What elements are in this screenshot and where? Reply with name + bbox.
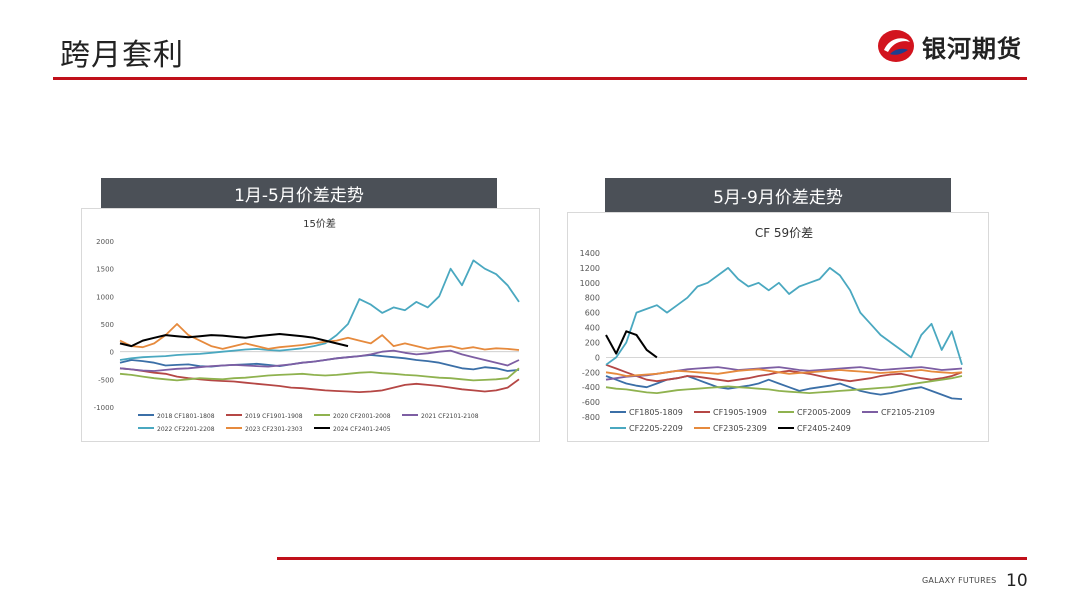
legend-label: CF1905-1909 xyxy=(713,408,767,417)
legend-label: 2022 CF2201-2208 xyxy=(157,426,215,433)
y-tick-label: 0 xyxy=(595,353,600,362)
page-number: 10 xyxy=(1006,571,1028,591)
legend-label: CF2005-2009 xyxy=(797,408,851,417)
series-line xyxy=(605,363,963,383)
series-line xyxy=(119,323,520,351)
y-tick-label: 1400 xyxy=(580,249,600,258)
series-line xyxy=(119,333,349,348)
y-tick-label: 1000 xyxy=(580,279,600,288)
chart-title: 15价差 xyxy=(303,217,336,230)
y-tick-label: 200 xyxy=(585,338,600,347)
chart-jan-may-svg: 15价差 2000 1500 1000 500 0 -500 -1000 2018 CF1801… xyxy=(94,217,520,433)
y-tick-label: -1000 xyxy=(94,404,114,412)
y-tick-label: 1000 xyxy=(96,293,114,301)
legend-label: CF2405-2409 xyxy=(797,424,851,433)
galaxy-logo-icon xyxy=(878,30,914,62)
header-divider xyxy=(53,77,1027,80)
series-line xyxy=(605,368,963,377)
y-tick-label: -800 xyxy=(582,413,600,422)
series-line xyxy=(119,367,520,393)
chart-jan-may: 15价差 2000 1500 1000 500 0 -500 -1000 2018 CF1801… xyxy=(81,208,540,442)
panel-header-may-sep: 5月-9月价差走势 xyxy=(605,178,951,212)
series-line xyxy=(605,375,963,394)
series-line xyxy=(119,367,520,382)
y-tick-label: -600 xyxy=(582,398,600,407)
company-logo: 银河期货 xyxy=(876,28,1022,64)
y-tick-label: -200 xyxy=(582,368,600,377)
y-tick-label: -500 xyxy=(98,376,114,384)
footer-divider xyxy=(277,557,1027,560)
chart-may-sep: CF 59价差 1400 1200 1000 800 600 400 200 0 -200 -400… xyxy=(567,212,989,442)
y-tick-label: 1200 xyxy=(580,264,600,273)
page-title: 跨月套利 xyxy=(60,38,184,73)
legend-label: 2021 CF2101-2108 xyxy=(421,413,479,420)
footer-brand: GALAXY FUTURES xyxy=(922,576,997,585)
legend-label: 2018 CF1801-1808 xyxy=(157,413,215,420)
series-line xyxy=(605,267,963,366)
legend-label: CF2105-2109 xyxy=(881,408,935,417)
y-tick-label: 0 xyxy=(110,349,114,357)
y-tick-label: -400 xyxy=(582,383,600,392)
legend-label: 2023 CF2301-2303 xyxy=(245,426,303,433)
legend-label: 2019 CF1901-1908 xyxy=(245,413,303,420)
legend-label: CF2205-2209 xyxy=(629,424,683,433)
series-line xyxy=(119,259,520,361)
logo-text: 银河期货 xyxy=(922,34,1022,63)
y-tick-label: 600 xyxy=(585,309,600,318)
panel-header-jan-may: 1月-5月价差走势 xyxy=(101,178,497,208)
y-tick-label: 400 xyxy=(585,324,600,333)
y-tick-label: 1500 xyxy=(96,266,114,274)
legend-label: CF1805-1809 xyxy=(629,408,683,417)
y-tick-label: 500 xyxy=(101,321,114,329)
chart-may-sep-svg: CF 59价差 1400 1200 1000 800 600 400 200 0 -200 -400… xyxy=(580,226,963,433)
y-tick-label: 2000 xyxy=(96,238,114,246)
chart-title: CF 59价差 xyxy=(755,226,813,240)
legend-label: 2020 CF2001-2008 xyxy=(333,413,391,420)
legend-label: CF2305-2309 xyxy=(713,424,767,433)
series-line xyxy=(605,375,963,400)
y-tick-label: 800 xyxy=(585,294,600,303)
series-line xyxy=(119,349,520,372)
series-line xyxy=(605,330,658,359)
legend-label: 2024 CF2401-2405 xyxy=(333,426,391,433)
